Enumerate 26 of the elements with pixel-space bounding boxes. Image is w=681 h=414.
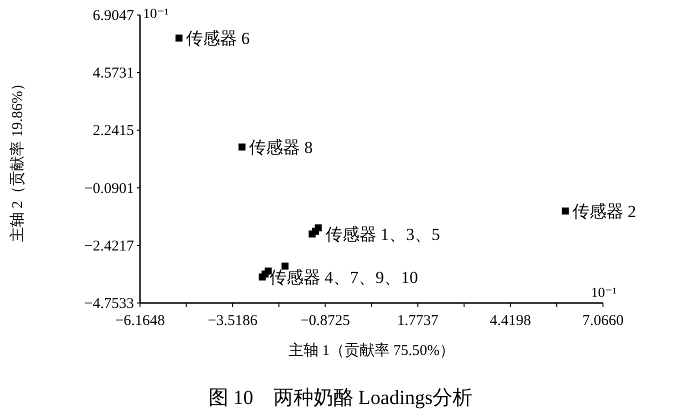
annotation: 10⁻¹ (591, 286, 617, 301)
x-tick-label: 7.0660 (582, 313, 624, 329)
x-tick-label: 1.7737 (397, 313, 439, 329)
point (176, 34, 183, 42)
y-tick-label: −0.0901 (84, 180, 134, 197)
annotation: 传感器 6 (186, 29, 250, 48)
x-tick-label: −3.5186 (208, 313, 258, 329)
annotation: 传感器 1、3、5 (325, 224, 440, 244)
point (314, 224, 322, 232)
annotation: 传感器 2 (572, 202, 636, 222)
x-tick-label: −6.1648 (115, 313, 165, 329)
y-tick-label: −4.7533 (84, 296, 134, 312)
annotation: 传感器 4、7、9、10 (269, 268, 418, 287)
annotation: 传感器 8 (249, 138, 313, 158)
annotation: 10⁻¹ (143, 7, 169, 22)
point (562, 208, 569, 215)
x-axis-title: 主轴 1（贡献率 75.50%） (288, 342, 455, 359)
x-tick-label: −0.8725 (300, 313, 350, 329)
y-tick-label: 2.2415 (92, 123, 134, 140)
y-tick-label: 4.5731 (92, 66, 134, 82)
y-tick-label: −2.4217 (84, 238, 134, 254)
point (238, 144, 246, 151)
x-tick-label: 4.4198 (490, 313, 532, 329)
y-tick-label: 6.9047 (92, 8, 134, 24)
y-axis-title: 主轴 2（贡献率 19.86%） (9, 76, 26, 242)
text: 图 10 两种奶酪 Loadings分析 (208, 387, 473, 409)
